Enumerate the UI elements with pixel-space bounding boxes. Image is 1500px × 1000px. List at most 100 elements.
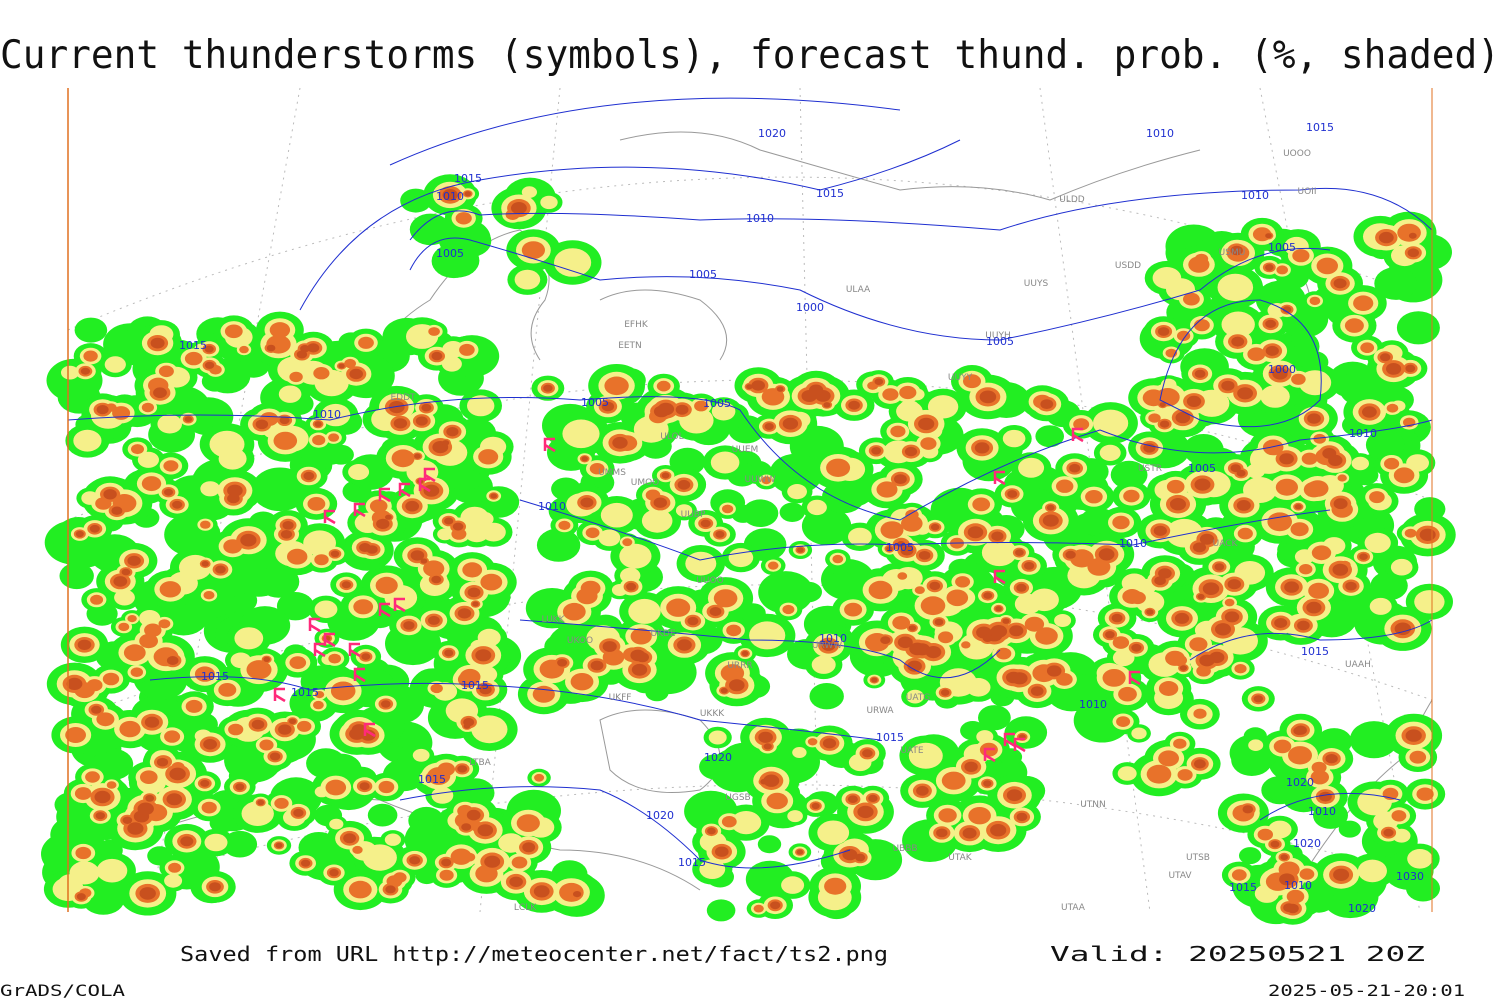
station-label: ULOL bbox=[660, 432, 683, 442]
shade-cell bbox=[1024, 562, 1035, 570]
shade-cell bbox=[1016, 812, 1028, 822]
shade-cell bbox=[694, 400, 709, 412]
shade-cell bbox=[95, 812, 106, 820]
station-label: UMOO bbox=[631, 478, 660, 488]
shade-cell bbox=[764, 423, 774, 430]
shade-cell bbox=[1056, 479, 1074, 493]
shade-cell bbox=[1360, 342, 1375, 354]
shade-cell bbox=[1316, 257, 1339, 275]
shade-cell bbox=[666, 598, 691, 617]
shade-cell bbox=[89, 524, 100, 533]
shade-cell bbox=[203, 591, 215, 600]
shade-cell bbox=[1046, 504, 1055, 511]
shade-cell bbox=[832, 554, 844, 564]
shade-cell bbox=[626, 582, 637, 591]
shade-cell bbox=[358, 336, 374, 349]
shade-cell bbox=[1146, 609, 1154, 615]
shade-cell bbox=[145, 794, 155, 802]
station-label: EFHK bbox=[624, 320, 649, 330]
station-label: ULDD bbox=[1059, 195, 1085, 205]
shade-cell bbox=[709, 747, 768, 793]
shade-cell bbox=[378, 780, 395, 794]
shade-cell bbox=[1042, 514, 1059, 527]
shade-cell bbox=[908, 742, 943, 769]
shade-cell bbox=[962, 827, 977, 839]
shade-cell bbox=[1065, 550, 1076, 559]
shade-cell bbox=[1154, 576, 1166, 586]
shade-cell bbox=[223, 539, 243, 554]
storm-symbol bbox=[393, 597, 406, 613]
shade-cell bbox=[929, 581, 941, 591]
shade-cell bbox=[235, 783, 245, 791]
shade-cell bbox=[1073, 418, 1090, 431]
shade-cell bbox=[158, 619, 171, 629]
shade-cell bbox=[731, 504, 755, 523]
shade-cell bbox=[769, 453, 823, 495]
isobar-label: 1010 bbox=[1284, 879, 1312, 892]
shade-cell bbox=[534, 773, 545, 782]
shade-cell bbox=[826, 458, 851, 477]
shade-cell bbox=[934, 618, 944, 626]
isobar-label: 1010 bbox=[1079, 698, 1107, 711]
shade-cell bbox=[74, 787, 92, 800]
shade-cell bbox=[1239, 847, 1262, 865]
shade-cell bbox=[562, 602, 586, 621]
shade-cell bbox=[1015, 549, 1024, 556]
shade-cell bbox=[562, 419, 600, 449]
shade-cell bbox=[1221, 380, 1235, 391]
shade-cell bbox=[1365, 429, 1405, 460]
shade-cell bbox=[475, 649, 492, 662]
shade-cell bbox=[1194, 369, 1206, 378]
shade-cell bbox=[385, 514, 392, 520]
shade-cell bbox=[1257, 828, 1274, 841]
shade-cell bbox=[1248, 739, 1264, 751]
shade-cell bbox=[289, 656, 307, 669]
shade-cell bbox=[156, 757, 169, 767]
shade-cell bbox=[1409, 750, 1427, 764]
isobar-label: 1010 bbox=[1308, 805, 1336, 818]
shade-cell bbox=[817, 820, 850, 845]
shade-cell bbox=[1357, 859, 1387, 883]
shade-cell bbox=[1319, 791, 1332, 802]
station-label: UTAK bbox=[948, 853, 973, 863]
shade-cell bbox=[797, 547, 804, 553]
shade-cell bbox=[1383, 828, 1394, 837]
shade-cell bbox=[1294, 504, 1302, 510]
isobar-label: 1005 bbox=[1188, 462, 1216, 475]
shade-cell bbox=[234, 627, 264, 650]
isobar-label: 1015 bbox=[876, 731, 904, 744]
shade-cell bbox=[1157, 327, 1170, 336]
shade-cell bbox=[475, 511, 494, 527]
shade-cell bbox=[141, 402, 154, 413]
isobar-label: 1015 bbox=[418, 773, 446, 786]
shade-cell bbox=[1384, 457, 1400, 470]
isobar-label: 1015 bbox=[179, 339, 207, 352]
storm-symbol bbox=[273, 687, 286, 703]
shade-cell bbox=[514, 269, 541, 290]
shade-cell bbox=[677, 479, 691, 490]
shade-cell bbox=[781, 876, 805, 894]
shade-cell bbox=[85, 771, 100, 783]
shade-cell bbox=[782, 417, 799, 430]
shade-cell bbox=[293, 808, 304, 817]
shade-cell bbox=[246, 660, 272, 680]
shade-cell bbox=[897, 572, 908, 580]
shade-cell bbox=[297, 720, 312, 732]
shade-cell bbox=[897, 541, 906, 548]
shade-cell bbox=[1009, 625, 1024, 637]
shade-cell bbox=[1006, 789, 1023, 802]
shade-cell bbox=[925, 646, 942, 659]
storm-symbol bbox=[363, 722, 376, 738]
isobar-label: 1020 bbox=[1348, 902, 1376, 915]
shade-cell bbox=[275, 842, 283, 849]
shade-cell bbox=[1148, 413, 1161, 423]
storm-symbol bbox=[423, 467, 436, 483]
shade-cell bbox=[257, 565, 300, 598]
shade-cell bbox=[822, 738, 837, 749]
shade-cell bbox=[522, 842, 536, 853]
isobar-label: 1010 bbox=[538, 500, 566, 513]
shade-cell bbox=[166, 656, 179, 665]
shade-cell bbox=[1118, 686, 1137, 702]
shade-cell bbox=[444, 517, 454, 525]
shade-cell bbox=[457, 765, 468, 773]
